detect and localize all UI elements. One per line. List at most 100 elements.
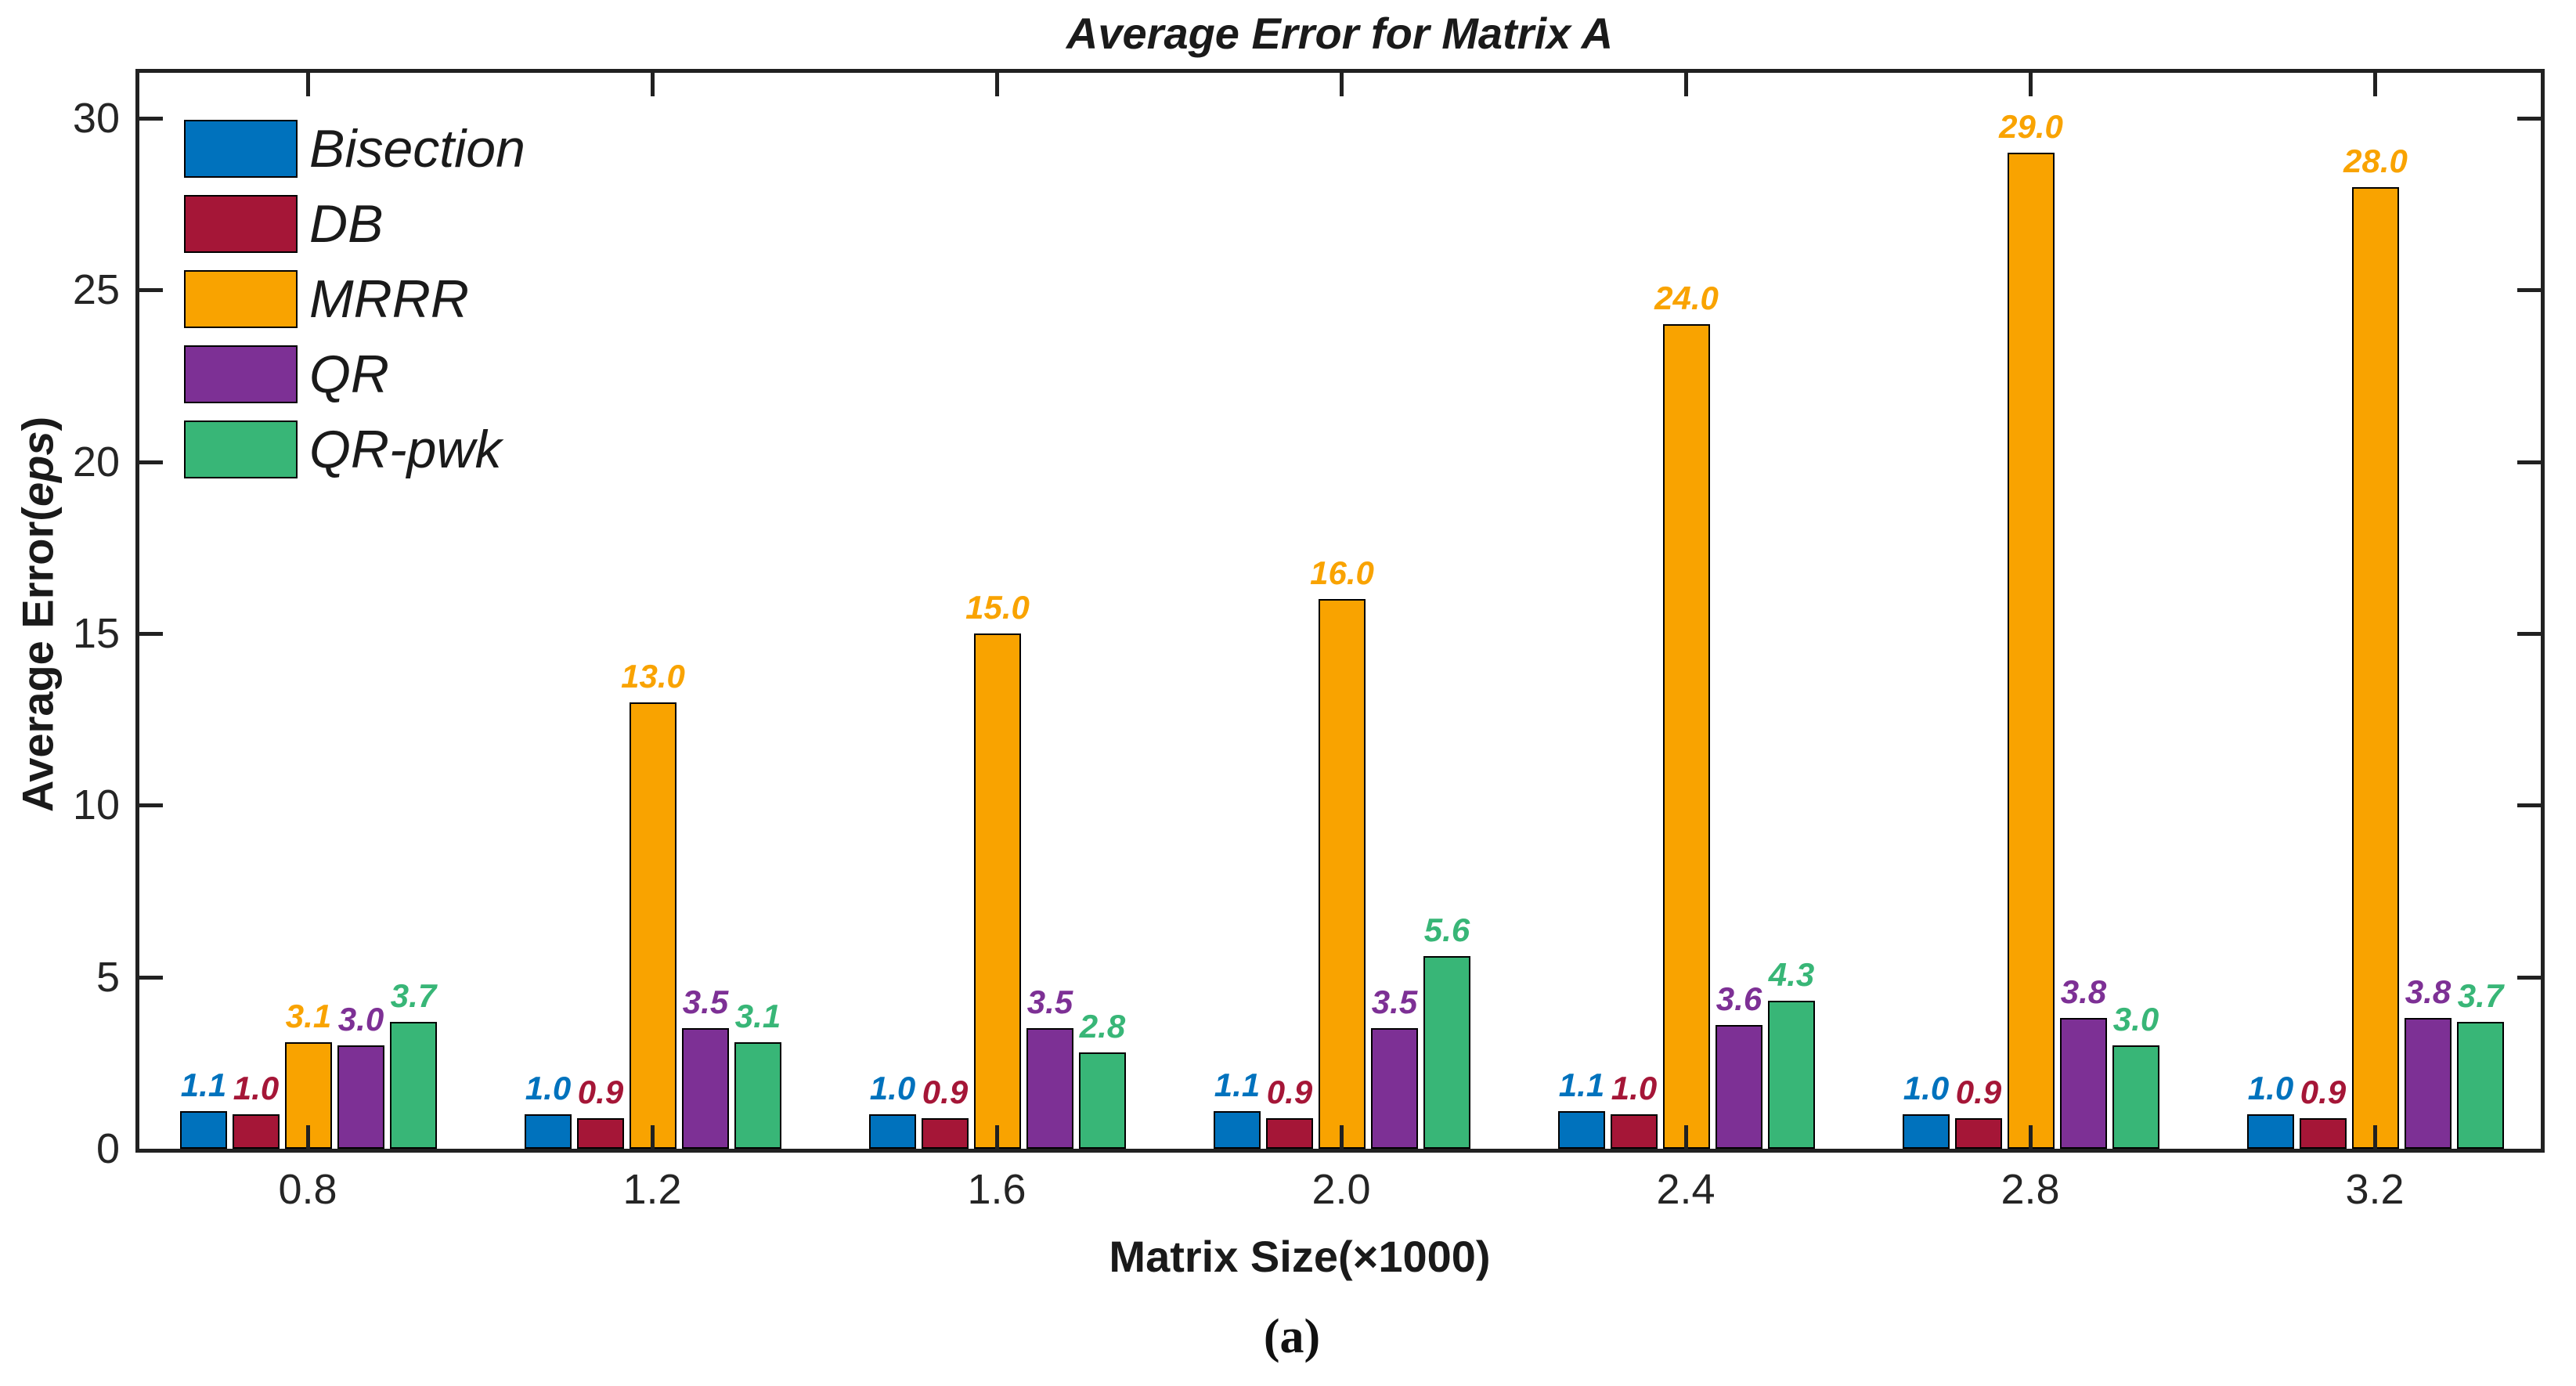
y-tick-label: 25 [72,266,120,314]
bar-Bisection-2.4 [1558,1111,1605,1149]
y-tick-right [2517,288,2541,293]
y-tick-left [139,631,163,636]
value-label-QR-1.6: 3.5 [1026,984,1073,1020]
value-label-MRRR-1.6: 15.0 [965,589,1030,626]
x-tick-top [1340,73,1344,96]
y-tick-label: 0 [96,1125,120,1172]
y-tick-left [139,803,163,808]
x-tick-top [2029,73,2033,96]
y-tick-label: 10 [72,781,120,829]
bar-MRRR-1.2 [630,702,676,1149]
chart-title: Average Error for Matrix A [1066,9,1614,58]
x-tick-label: 3.2 [2345,1166,2405,1213]
x-tick-top [1684,73,1688,96]
bar-QR-pwk-2.0 [1423,956,1470,1149]
bar-MRRR-1.6 [974,633,1021,1149]
legend-label-QR-pwk: QR-pwk [309,420,502,479]
bar-QR-pwk-1.6 [1079,1052,1126,1149]
bar-DB-2.4 [1611,1114,1658,1149]
x-tick-label: 1.2 [622,1166,682,1213]
value-label-DB-1.2: 0.9 [577,1074,624,1110]
value-label-QR-pwk-2.4: 4.3 [1768,956,1815,993]
value-label-QR-2.8: 3.8 [2060,973,2107,1010]
value-label-QR-2.0: 3.5 [1371,984,1418,1020]
value-label-QR-pwk-2.0: 5.6 [1423,911,1470,948]
value-label-MRRR-2.0: 16.0 [1310,554,1374,591]
value-label-DB-2.8: 0.9 [1955,1074,2002,1110]
bar-Bisection-2.8 [1903,1114,1950,1149]
bar-DB-1.2 [577,1118,624,1149]
x-axis-label: Matrix Size(×1000) [1109,1232,1491,1281]
bar-QR-1.6 [1026,1028,1073,1149]
y-tick-label: 15 [72,609,120,657]
value-label-Bisection-0.8: 1.1 [180,1067,227,1103]
x-tick-label: 0.8 [278,1166,337,1213]
bar-MRRR-2.8 [2008,153,2055,1149]
y-tick-right [2517,116,2541,121]
bar-QR-2.0 [1371,1028,1418,1149]
x-tick-bottom [995,1125,999,1149]
bar-Bisection-1.6 [869,1114,916,1149]
x-tick-bottom [306,1125,310,1149]
y-tick-right [2517,631,2541,636]
value-label-QR-pwk-1.6: 2.8 [1079,1008,1126,1045]
x-tick-label: 2.4 [1656,1166,1716,1213]
bar-Bisection-2.0 [1214,1111,1261,1149]
y-tick-label: 30 [72,94,120,142]
legend-label-DB: DB [309,194,384,254]
value-label-Bisection-3.2: 1.0 [2247,1070,2294,1106]
x-tick-bottom [651,1125,655,1149]
value-label-Bisection-2.0: 1.1 [1214,1067,1261,1103]
value-label-DB-3.2: 0.9 [2300,1074,2347,1110]
y-tick-left [139,975,163,980]
value-label-MRRR-0.8: 3.1 [285,998,332,1034]
x-tick-top [306,73,310,96]
x-tick-bottom [1684,1125,1688,1149]
value-label-QR-1.2: 3.5 [682,984,729,1020]
value-label-QR-pwk-3.2: 3.7 [2457,977,2504,1014]
bar-QR-pwk-1.2 [734,1042,781,1149]
value-label-QR-pwk-0.8: 3.7 [390,977,437,1014]
bar-DB-0.8 [233,1114,280,1149]
y-tick-left [139,288,163,293]
value-label-Bisection-2.8: 1.0 [1903,1070,1950,1106]
legend-label-QR: QR [309,345,389,404]
bar-Bisection-0.8 [180,1111,227,1149]
x-tick-label: 1.6 [967,1166,1026,1213]
y-tick-right [2517,975,2541,980]
value-label-DB-2.0: 0.9 [1266,1074,1313,1110]
value-label-MRRR-3.2: 28.0 [2343,143,2408,179]
legend-label-Bisection: Bisection [309,119,525,179]
x-tick-bottom [2373,1125,2377,1149]
y-tick-label: 5 [96,953,120,1001]
y-tick-right [2517,460,2541,464]
bar-QR-2.8 [2060,1018,2107,1149]
x-tick-bottom [2029,1125,2033,1149]
value-label-DB-2.4: 1.0 [1611,1070,1658,1106]
value-label-DB-0.8: 1.0 [233,1070,280,1106]
value-label-QR-pwk-1.2: 3.1 [734,998,781,1034]
value-label-Bisection-2.4: 1.1 [1558,1067,1605,1103]
bar-QR-1.2 [682,1028,729,1149]
x-tick-top [2373,73,2377,96]
value-label-QR-3.2: 3.8 [2405,973,2452,1010]
legend-label-MRRR: MRRR [309,269,469,329]
bar-QR-0.8 [337,1045,384,1149]
y-axis-label-close: ) [13,416,63,431]
x-tick-top [651,73,655,96]
bar-Bisection-3.2 [2247,1114,2294,1149]
bar-DB-1.6 [922,1118,969,1149]
value-label-QR-pwk-2.8: 3.0 [2112,1001,2159,1038]
bar-MRRR-2.0 [1319,599,1366,1149]
bar-QR-pwk-0.8 [390,1022,437,1149]
x-tick-label: 2.0 [1311,1166,1371,1213]
value-label-MRRR-2.4: 24.0 [1654,280,1719,316]
bar-DB-2.8 [1955,1118,2002,1149]
value-label-QR-2.4: 3.6 [1716,980,1762,1017]
y-axis-label-text: Average Error( [13,507,63,813]
bar-QR-2.4 [1716,1025,1762,1149]
y-tick-right [2517,803,2541,808]
bar-Bisection-1.2 [525,1114,572,1149]
x-tick-top [995,73,999,96]
